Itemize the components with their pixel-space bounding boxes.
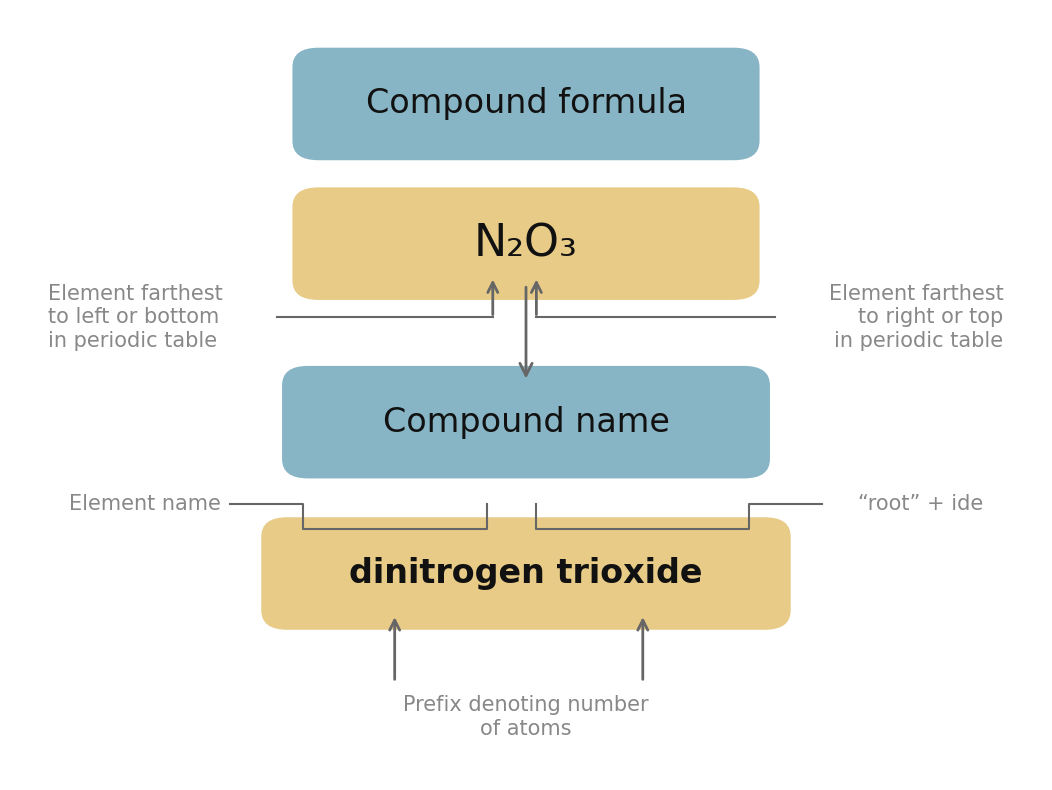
Text: Element name: Element name: [69, 494, 221, 514]
Text: dinitrogen trioxide: dinitrogen trioxide: [349, 557, 703, 590]
Text: Compound formula: Compound formula: [365, 88, 687, 120]
FancyBboxPatch shape: [282, 366, 770, 479]
Text: Compound name: Compound name: [383, 405, 669, 438]
Text: Element farthest
to right or top
in periodic table: Element farthest to right or top in peri…: [829, 284, 1004, 351]
Text: N₂O₃: N₂O₃: [474, 222, 578, 265]
Text: Prefix denoting number
of atoms: Prefix denoting number of atoms: [403, 695, 649, 739]
Text: “root” + ide: “root” + ide: [857, 494, 983, 514]
Text: Element farthest
to left or bottom
in periodic table: Element farthest to left or bottom in pe…: [48, 284, 223, 351]
FancyBboxPatch shape: [261, 517, 791, 630]
FancyBboxPatch shape: [292, 47, 760, 160]
FancyBboxPatch shape: [292, 187, 760, 300]
